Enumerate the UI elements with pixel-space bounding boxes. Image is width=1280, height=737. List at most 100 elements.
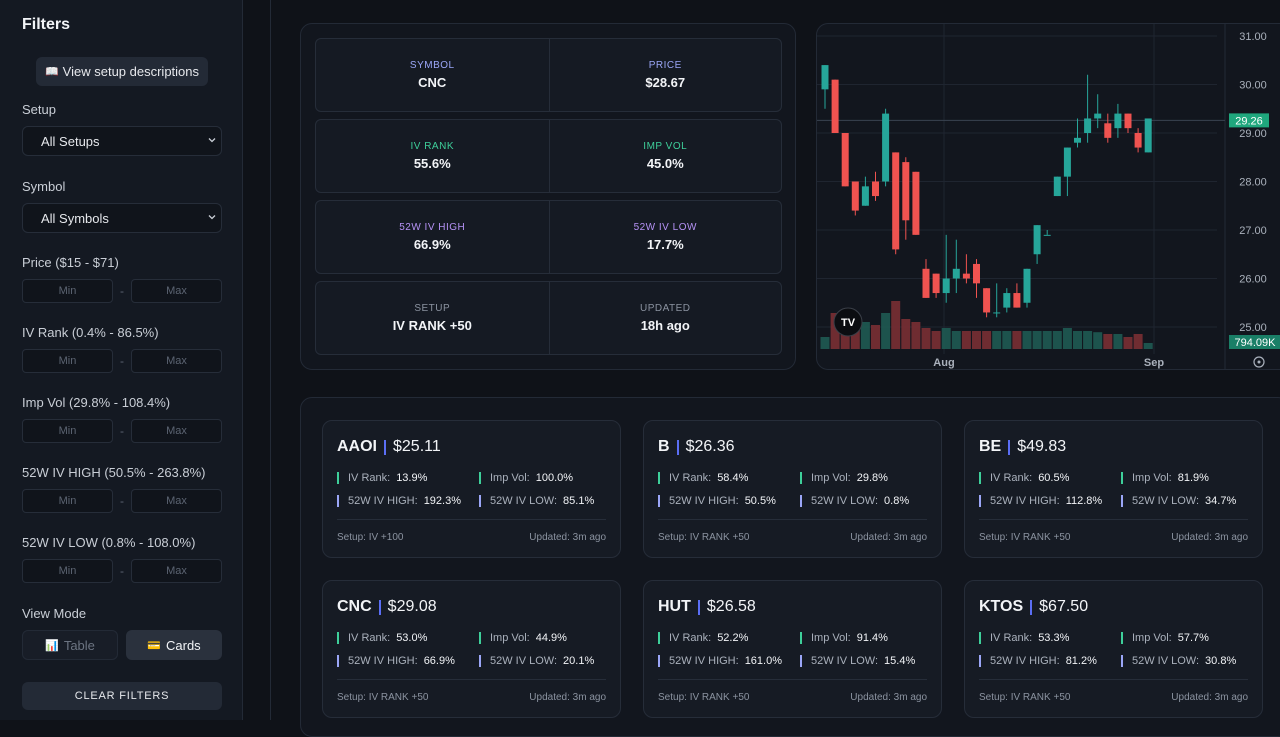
card-updated: Updated: 3m ago (529, 532, 606, 543)
candle-body (983, 288, 991, 313)
price-key: PRICE (648, 60, 682, 71)
volume-bar (1012, 331, 1022, 349)
updated-value: 18h ago (640, 318, 690, 333)
card-updated: Updated: 3m ago (1171, 532, 1248, 543)
card-iv-rank: IV Rank: 53.3% (979, 631, 1069, 644)
symbol-card[interactable]: BE $49.83 IV Rank: 60.5% Imp Vol: 81.9% … (964, 420, 1263, 558)
volume-bar (1113, 334, 1123, 349)
volume-bar (1022, 331, 1032, 349)
symbol-card[interactable]: B $26.36 IV Rank: 58.4% Imp Vol: 29.8% 5… (643, 420, 942, 558)
candle-body (952, 268, 960, 279)
iv-rank-key: IV RANK (410, 141, 454, 152)
price-max-input[interactable]: Max (131, 279, 222, 303)
view-cards-button[interactable]: 💳 Cards (126, 630, 222, 660)
card-updated: Updated: 3m ago (529, 692, 606, 703)
card-iv-rank: IV Rank: 53.0% (337, 631, 427, 644)
card-setup: Setup: IV RANK +50 (658, 532, 750, 543)
iv-high-min-input[interactable]: Min (22, 489, 113, 513)
volume-bar (1032, 331, 1042, 349)
card-iv-low: 52W IV LOW: 20.1% (479, 654, 594, 667)
chevron-down-icon (208, 215, 216, 220)
price-min-input[interactable]: Min (22, 279, 113, 303)
card-imp-vol: Imp Vol: 100.0% (479, 471, 573, 484)
y-tick-label: 31.00 (1239, 31, 1267, 43)
imp-vol-value: 45.0% (646, 156, 684, 171)
card-imp-vol: Imp Vol: 29.8% (800, 471, 888, 484)
card-imp-vol: Imp Vol: 81.9% (1121, 471, 1209, 484)
symbol-key: SYMBOL (409, 60, 455, 71)
iv-rank-max-input[interactable]: Max (131, 349, 222, 373)
card-header: BE $49.83 (979, 438, 1066, 456)
candle-body (1094, 113, 1102, 119)
candle-body (1063, 147, 1071, 177)
x-tick-label: Sep (1144, 357, 1164, 369)
candlestick-chart: 31.00 30.00 29.00 28.00 27.00 26.00 25.00 Aug Se… (817, 24, 1280, 369)
symbol-card[interactable]: CNC $29.08 IV Rank: 53.0% Imp Vol: 44.9%… (322, 580, 621, 718)
card-iv-high: 52W IV HIGH: 50.5% (658, 494, 776, 507)
card-symbol: BE (979, 438, 1002, 455)
symbol-card[interactable]: AAOI $25.11 IV Rank: 13.9% Imp Vol: 100.… (322, 420, 621, 558)
stat-row-setup: SETUP IV RANK +50 UPDATED 18h ago (315, 281, 782, 355)
card-price: $26.36 (685, 438, 735, 455)
iv-high-range: Min - Max (22, 489, 222, 513)
card-imp-vol: Imp Vol: 91.4% (800, 631, 888, 644)
card-setup: Setup: IV RANK +50 (337, 692, 429, 703)
price-value: $28.67 (645, 75, 686, 90)
card-iv-high: 52W IV HIGH: 192.3% (337, 494, 461, 507)
filters-sidebar: Filters 📖 View setup descriptions Setup … (0, 0, 243, 720)
range-dash: - (120, 564, 124, 578)
view-table-button[interactable]: 📊 Table (22, 630, 118, 660)
volume-bar (891, 301, 901, 349)
volume-bar (860, 322, 870, 349)
card-symbol: B (658, 438, 670, 455)
card-separator (658, 519, 927, 520)
card-separator (979, 679, 1248, 680)
card-iv-high: 52W IV HIGH: 66.9% (337, 654, 455, 667)
candle-body (821, 65, 829, 90)
setup-key: SETUP (414, 303, 451, 314)
candle-body (1144, 118, 1152, 153)
card-divider (1030, 599, 1033, 615)
volume-label: 794.09K (1235, 337, 1277, 349)
iv-rank-min-input[interactable]: Min (22, 349, 113, 373)
card-divider (676, 439, 679, 455)
clear-filters-button[interactable]: CLEAR FILTERS (22, 682, 222, 710)
volume-tag (1229, 335, 1280, 349)
y-tick-label: 26.00 (1239, 274, 1267, 286)
setup-label: Setup (22, 102, 56, 117)
imp-vol-max-input[interactable]: Max (131, 419, 222, 443)
view-setup-descriptions-button[interactable]: 📖 View setup descriptions (36, 57, 208, 86)
card-header: HUT $26.58 (658, 598, 756, 616)
stat-row-symbol: SYMBOL CNC PRICE $28.67 (315, 38, 782, 112)
card-price: $26.58 (706, 598, 756, 615)
symbol-detail-panel: SYMBOL CNC PRICE $28.67 IV RANK 55.6% IM… (300, 23, 796, 370)
card-setup: Setup: IV RANK +50 (658, 692, 750, 703)
card-header: AAOI $25.11 (337, 438, 441, 456)
symbol-card[interactable]: KTOS $67.50 IV Rank: 53.3% Imp Vol: 57.7… (964, 580, 1263, 718)
candle-body (1003, 293, 1011, 308)
card-updated: Updated: 3m ago (1171, 692, 1248, 703)
iv-low-max-input[interactable]: Max (131, 559, 222, 583)
candle-body (1114, 113, 1122, 129)
sidebar-title: Filters (22, 16, 71, 33)
symbol-card[interactable]: HUT $26.58 IV Rank: 52.2% Imp Vol: 91.4%… (643, 580, 942, 718)
card-updated: Updated: 3m ago (850, 692, 927, 703)
imp-vol-range: Min - Max (22, 419, 222, 443)
iv-low-min-input[interactable]: Min (22, 559, 113, 583)
card-price: $29.08 (387, 598, 437, 615)
candle-body (1074, 137, 1081, 143)
tradingview-logo (833, 307, 863, 337)
symbol-select[interactable]: All Symbols (22, 203, 222, 233)
iv-high-max-input[interactable]: Max (131, 489, 222, 513)
card-iv-rank: IV Rank: 60.5% (979, 471, 1069, 484)
candle-body (1053, 176, 1061, 197)
iv-rank-value: 55.6% (413, 156, 451, 171)
setup-select[interactable]: All Setups (22, 126, 222, 156)
volume-bar (941, 328, 951, 349)
card-divider (1008, 439, 1011, 455)
card-iv-low: 52W IV LOW: 30.8% (1121, 654, 1236, 667)
imp-vol-min-input[interactable]: Min (22, 419, 113, 443)
volume-bar (931, 331, 941, 349)
price-chart[interactable]: 31.00 30.00 29.00 28.00 27.00 26.00 25.00 Aug Se… (816, 23, 1280, 370)
volume-bar (1052, 331, 1062, 349)
